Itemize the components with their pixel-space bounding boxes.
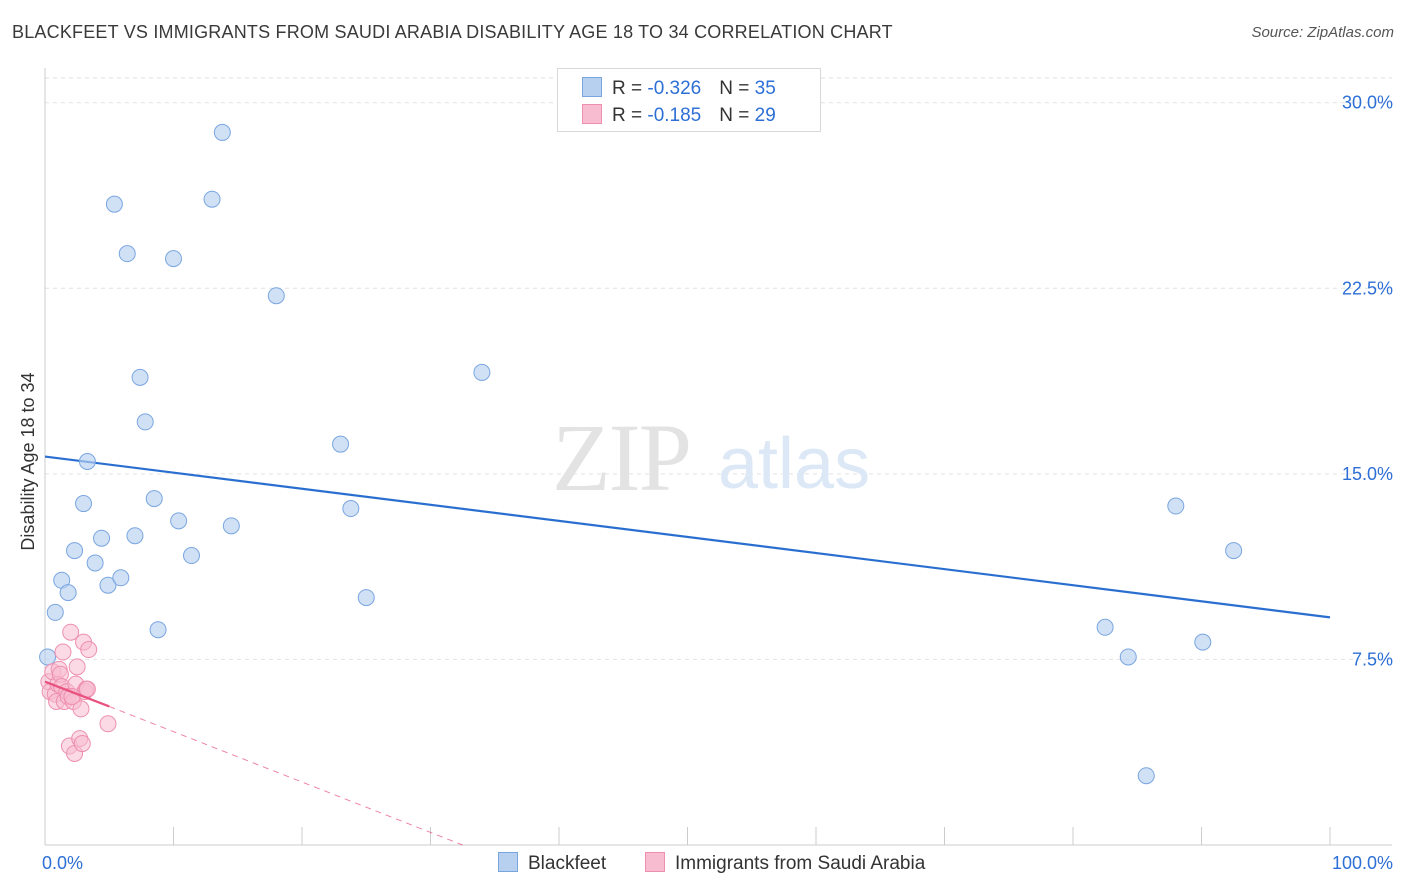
data-point-blackfeet [332,435,350,453]
legend-n-value-blackfeet: 35 [754,78,776,99]
bottom-legend-saudi: Immigrants from Saudi Arabia [645,852,925,875]
trendline-saudi-solid [44,680,110,708]
legend-r-value-blackfeet: -0.326 [647,78,702,99]
source-label: Source: ZipAtlas.com [1251,24,1394,41]
legend-r-value-saudi: -0.185 [647,105,702,126]
labels-layer: 7.5% 15.0% 22.5% 30.0% 0.0% 100.0% Disability … [18,93,1393,873]
legend-n-label: N = [719,78,755,99]
data-point-saudi [73,735,91,753]
data-point-blackfeet [170,512,188,530]
data-point-blackfeet [473,363,491,381]
data-point-blackfeet [267,287,285,305]
trendline-saudi-dashed [109,705,463,846]
data-point-blackfeet [39,648,57,666]
correlation-legend: R = -0.326 N = 35 R = -0.185 N = 29 [557,68,821,132]
y-tick-label: 22.5% [1342,278,1393,298]
axes-layer [44,68,1392,846]
data-point-blackfeet [59,584,77,602]
data-point-blackfeet [213,123,231,141]
data-point-blackfeet [1137,767,1155,785]
data-point-blackfeet [182,547,200,565]
blackfeet-swatch [582,77,602,97]
data-point-blackfeet [145,490,163,508]
data-point-blackfeet [342,500,360,518]
x-tick-label: 100.0% [1332,853,1393,873]
legend-r-label: R = [612,105,648,126]
data-point-saudi [72,700,90,718]
legend-r-label: R = [612,78,648,99]
legend-n-value-saudi: 29 [754,105,776,126]
watermark-zip: ZIP [552,404,690,511]
data-point-saudi [80,641,98,659]
legend-row-blackfeet: R = -0.326 N = 35 [582,77,776,100]
data-point-blackfeet [99,576,117,594]
data-point-blackfeet [1167,497,1185,515]
data-point-blackfeet [75,495,93,513]
y-tick-label: 7.5% [1352,649,1393,669]
blackfeet-swatch [498,852,518,872]
legend-row-saudi: R = -0.185 N = 29 [582,104,776,127]
data-point-blackfeet [1119,648,1137,666]
data-point-blackfeet [357,589,375,607]
grid-layer [45,77,1392,660]
data-point-blackfeet [78,453,96,470]
data-point-blackfeet [131,368,149,386]
watermark: ZIP atlas [552,404,870,511]
data-point-blackfeet [112,569,130,587]
data-point-saudi [54,643,72,661]
chart-title: BLACKFEET VS IMMIGRANTS FROM SAUDI ARABI… [12,22,893,42]
data-point-blackfeet [118,245,136,263]
points-layer [39,123,1243,785]
legend-n-label: N = [719,105,755,126]
bottom-legend-blackfeet-label: Blackfeet [528,853,607,874]
data-point-blackfeet [105,195,123,213]
watermark-atlas: atlas [718,424,870,504]
data-point-saudi [62,623,80,641]
y-tick-label: 15.0% [1342,464,1393,484]
data-point-blackfeet [203,190,221,208]
data-point-blackfeet [136,413,154,431]
data-point-blackfeet [222,517,240,535]
saudi-swatch [645,852,665,872]
data-point-blackfeet [1096,618,1114,636]
y-tick-label: 30.0% [1342,93,1393,113]
trendline-blackfeet [44,455,1331,619]
y-axis-label: Disability Age 18 to 34 [18,372,38,550]
data-point-blackfeet [1225,542,1243,560]
data-point-blackfeet [149,621,167,639]
saudi-swatch [582,104,602,124]
data-point-blackfeet [126,527,144,545]
bottom-legend-saudi-label: Immigrants from Saudi Arabia [675,853,926,874]
bottom-legend-blackfeet: Blackfeet [498,852,606,875]
data-point-saudi [99,715,117,733]
data-point-blackfeet [46,603,64,621]
data-point-saudi [68,658,86,676]
data-point-blackfeet [165,250,182,268]
data-point-blackfeet [1194,633,1212,651]
trend-layer [44,455,1331,846]
data-point-blackfeet [66,542,84,560]
x-tick-label: 0.0% [42,853,83,873]
data-point-blackfeet [86,554,104,572]
data-point-blackfeet [93,529,111,547]
